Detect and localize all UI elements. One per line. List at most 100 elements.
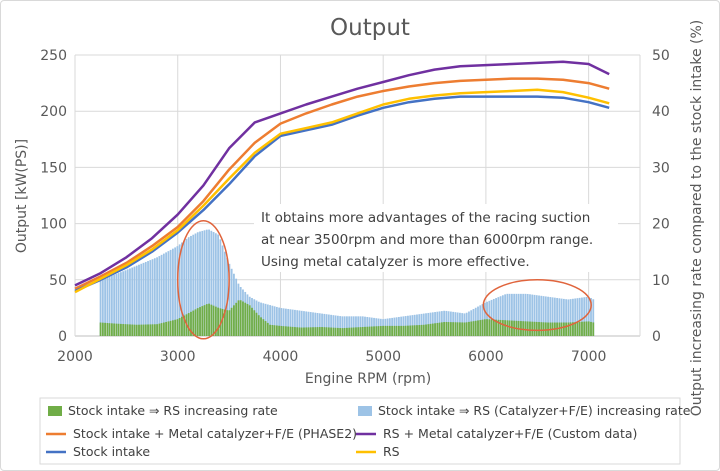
rate-bar xyxy=(314,312,317,336)
rate-bar xyxy=(149,324,152,336)
rate-bar xyxy=(285,308,287,336)
rate-bar xyxy=(416,325,418,336)
rate-bar xyxy=(535,321,538,336)
legend: Stock intake ⇒ RS increasing rate Stock … xyxy=(39,397,691,465)
rate-bar xyxy=(339,328,342,336)
rate-bar xyxy=(355,327,357,336)
rate-bar xyxy=(124,324,127,336)
rate-bar xyxy=(440,322,443,336)
rate-bar xyxy=(285,326,287,336)
rate-bar xyxy=(192,234,195,336)
rate-bar xyxy=(434,323,436,336)
annotation-box: It obtains more advantages of the racing… xyxy=(254,204,618,272)
rate-bar xyxy=(590,321,592,336)
y2-axis-title: Output increasing rate compared to the s… xyxy=(689,20,705,417)
rate-bar xyxy=(205,304,208,336)
rate-bar xyxy=(578,321,581,336)
rate-bar xyxy=(382,325,384,336)
series-line xyxy=(74,77,610,290)
rate-bar xyxy=(538,322,540,336)
rate-bar xyxy=(228,263,231,336)
rate-bar xyxy=(153,258,156,336)
rate-bar xyxy=(117,323,120,336)
rate-bar xyxy=(325,314,328,336)
rate-bar xyxy=(524,321,527,336)
rate-bar xyxy=(298,310,301,336)
rate-bar xyxy=(203,305,206,336)
rate-bar xyxy=(486,319,488,336)
rate-bar xyxy=(355,316,357,336)
rate-bar xyxy=(287,308,290,336)
rate-bar xyxy=(468,321,470,336)
rate-bar xyxy=(578,297,581,336)
rate-bar xyxy=(196,232,199,336)
rate-bar xyxy=(160,254,163,336)
rate-bar xyxy=(237,300,240,336)
rate-bar xyxy=(581,321,583,336)
rate-bar xyxy=(262,319,265,336)
chart-title: Output xyxy=(330,15,410,41)
rate-bar xyxy=(572,322,574,336)
rate-bar xyxy=(162,322,165,336)
rate-bar xyxy=(472,321,475,336)
rate-bar xyxy=(217,234,220,336)
y2-tick-label: 0 xyxy=(652,329,661,345)
rate-bar xyxy=(501,320,504,336)
rate-bar xyxy=(361,316,364,336)
rate-bar xyxy=(316,312,319,336)
y2-tick-label: 30 xyxy=(652,160,670,176)
rate-bar xyxy=(520,293,522,336)
y-tick-label: 250 xyxy=(40,48,67,64)
rate-bar xyxy=(138,324,140,336)
rate-bar xyxy=(352,316,355,336)
rate-bar xyxy=(370,326,373,336)
rate-bar xyxy=(203,230,206,336)
rate-bar xyxy=(101,278,104,336)
legend-swatch-rs-rate xyxy=(48,406,62,416)
rate-bar xyxy=(515,293,518,336)
rate-bar xyxy=(160,323,163,336)
rate-bar xyxy=(497,297,500,336)
rate-bar xyxy=(511,320,513,336)
rate-bar xyxy=(531,294,534,336)
rate-bar xyxy=(544,296,547,336)
rate-bar xyxy=(409,325,412,336)
rate-bar xyxy=(264,321,267,336)
rate-bar xyxy=(201,306,204,336)
rate-bar xyxy=(321,327,323,336)
rate-bar xyxy=(332,315,335,336)
rate-bar xyxy=(246,303,249,336)
rate-bar xyxy=(334,315,337,336)
rate-bar xyxy=(226,310,229,336)
rate-bar xyxy=(278,307,281,336)
rate-bar xyxy=(185,238,188,336)
y-tick-label: 100 xyxy=(40,217,67,233)
rate-bar xyxy=(529,294,531,336)
rate-bar xyxy=(560,298,563,336)
x-tick-label: 6000 xyxy=(468,349,504,365)
rate-bar xyxy=(343,327,346,336)
rate-bar xyxy=(273,306,276,336)
rate-bar xyxy=(307,311,310,336)
rate-bar xyxy=(474,320,477,336)
rate-bar xyxy=(348,316,351,336)
rate-bar xyxy=(325,327,328,336)
rate-bar xyxy=(504,294,507,336)
rate-bar xyxy=(183,240,186,336)
rate-bar xyxy=(393,325,396,336)
rate-bar xyxy=(300,327,303,336)
rate-bar xyxy=(404,325,407,336)
rate-bar xyxy=(373,326,375,336)
rate-bar xyxy=(581,297,583,336)
rate-bar xyxy=(282,326,285,336)
y-axis-title: Output [kW(PS)] xyxy=(14,139,30,253)
rate-bar xyxy=(221,308,224,336)
rate-bar xyxy=(583,321,586,336)
rate-bar xyxy=(562,298,565,336)
rate-bar xyxy=(522,293,525,336)
rate-bar xyxy=(190,311,192,336)
rate-bar xyxy=(316,327,319,336)
rate-bar xyxy=(391,325,394,336)
rate-bar xyxy=(133,324,136,336)
rate-bar xyxy=(223,309,226,336)
